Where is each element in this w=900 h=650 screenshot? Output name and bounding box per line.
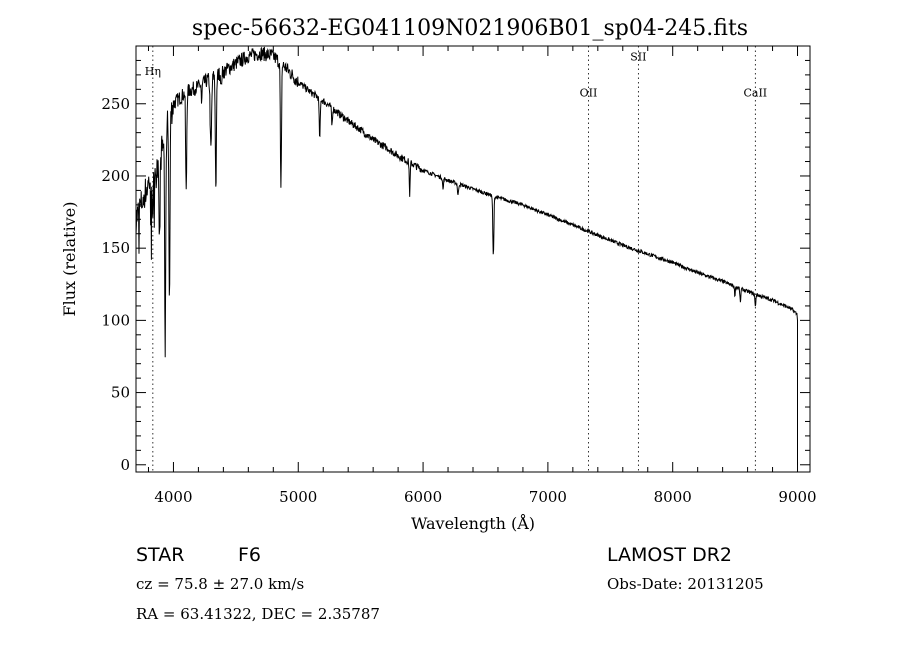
x-tick-label: 8000 <box>654 488 692 506</box>
y-tick-label: 150 <box>101 239 130 257</box>
y-tick-label: 50 <box>111 384 130 402</box>
redshift-value: cz = 75.8 ± 27.0 km/s <box>136 575 304 593</box>
object-class: STAR <box>136 544 184 566</box>
subclass: F6 <box>238 544 261 566</box>
marker-label: SII <box>630 50 646 63</box>
marker-label: Hη <box>145 65 161 78</box>
y-tick-label: 200 <box>101 167 130 185</box>
x-tick-label: 7000 <box>529 488 567 506</box>
y-tick-label: 0 <box>120 456 130 474</box>
marker-label: OII <box>580 87 598 100</box>
x-tick-label: 4000 <box>154 488 192 506</box>
y-tick-label: 250 <box>101 95 130 113</box>
chart-title: spec-56632-EG041109N021906B01_sp04-245.f… <box>192 16 748 41</box>
x-axis-label: Wavelength (Å) <box>411 513 535 533</box>
coordinates: RA = 63.41322, DEC = 2.35787 <box>136 605 380 623</box>
x-tick-label: 9000 <box>778 488 816 506</box>
axis-ticks: 4000 5000 6000 7000 8000 9000 0 50 100 150 200 250 <box>101 46 817 506</box>
y-axis-label: Flux (relative) <box>60 202 79 317</box>
y-tick-label: 100 <box>101 311 130 329</box>
x-tick-label: 5000 <box>279 488 317 506</box>
spectrum-line <box>135 46 798 465</box>
survey-name: LAMOST DR2 <box>607 544 732 566</box>
marker-lines: Hη OII SII CaII <box>145 46 767 472</box>
plot-frame <box>135 45 811 473</box>
x-tick-label: 6000 <box>404 488 442 506</box>
obs-date: Obs-Date: 20131205 <box>607 575 764 593</box>
marker-label: CaII <box>743 87 767 100</box>
